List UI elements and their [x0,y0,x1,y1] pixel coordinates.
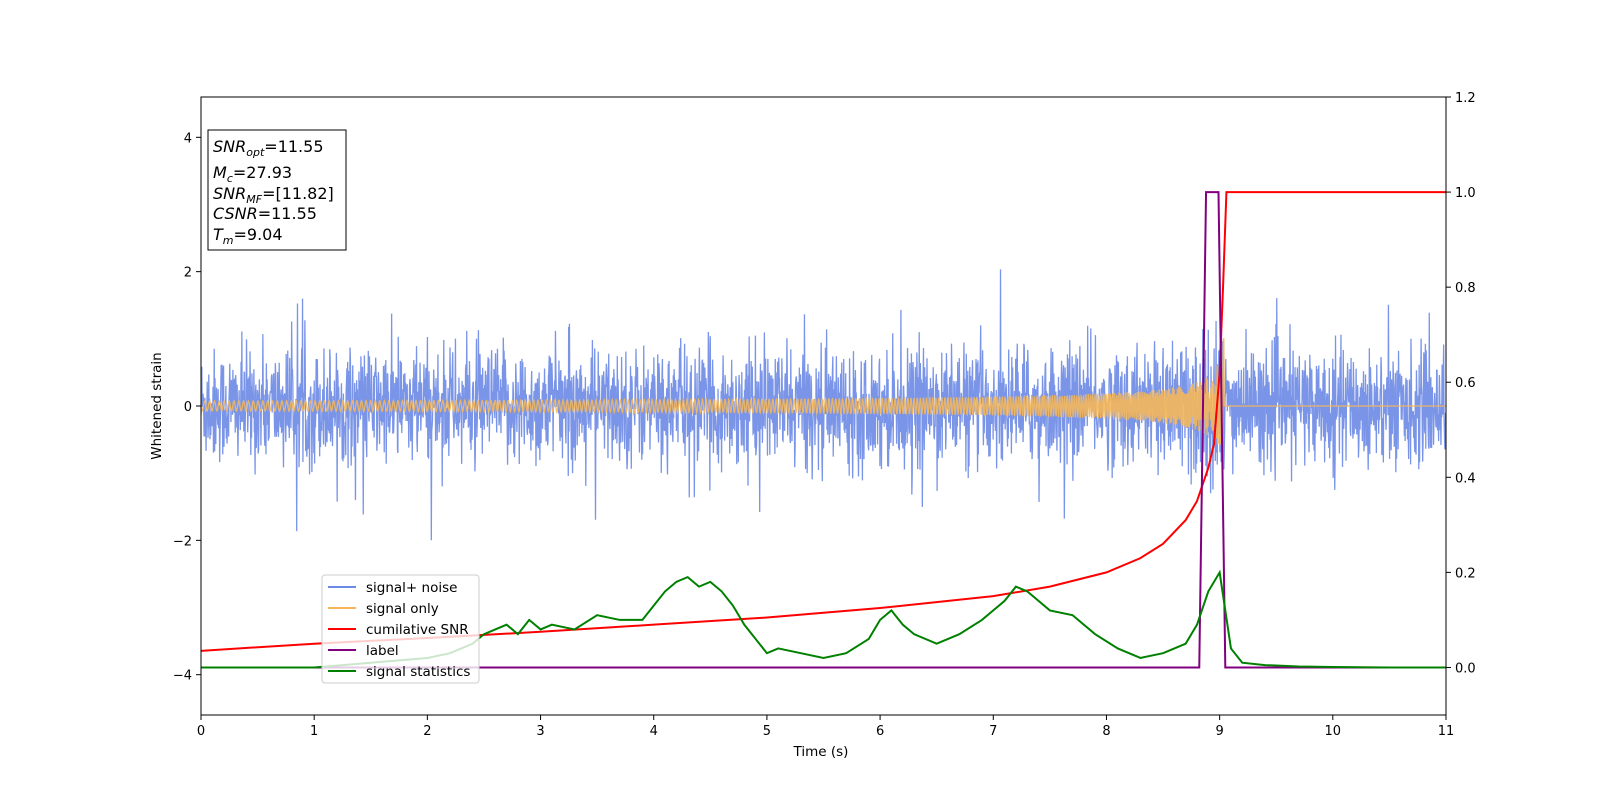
plot-area [201,191,1446,669]
series-signal-statistics [201,569,1446,669]
axes: 0 1 2 3 4 5 6 7 8 9 10 11 −4 −2 0 2 4 0.0 0.2 0.4 0.6 0.8 1.0 1… [173,91,1476,739]
series-signal-only [201,337,1446,458]
info-csnr: CSNR=11.55 [213,204,317,223]
legend-label-signal-statistics: signal statistics [366,664,470,680]
y-tick-label: −2 [173,534,192,549]
y-tick-label: 2 [184,266,192,281]
legend-label-cumulative-snr: cumilative SNR [366,622,469,638]
info-mc: Mc=27.93 [213,163,292,185]
y2-tick-label: 0.6 [1455,376,1476,391]
x-tick-label: 0 [197,724,205,739]
x-tick-label: 9 [1215,724,1223,739]
info-box: SNRopt=11.55 Mc=27.93 SNRMF=[11.82] CSNR… [207,129,347,251]
y-tick-label: 4 [184,131,192,146]
y-tick-label: 0 [184,400,192,415]
legend: signal+ noise signal only cumilative SNR… [321,574,480,684]
x-tick-label: 3 [536,724,544,739]
y2-tick-label: 0.4 [1455,471,1476,486]
y2-tick-label: 1.0 [1455,186,1476,201]
series-cumilative-snr [201,191,1446,652]
y2-tick-label: 0.2 [1455,566,1476,581]
x-tick-label: 4 [650,724,658,739]
x-tick-label: 10 [1325,724,1342,739]
x-tick-label: 2 [423,724,431,739]
x-tick-label: 6 [876,724,884,739]
x-tick-label: 8 [1102,724,1110,739]
y2-tick-label: 1.2 [1455,91,1476,106]
series-signal-noise [201,269,1446,541]
info-snr-opt: SNRopt=11.55 [213,137,324,159]
legend-label-label: label [366,643,399,659]
info-tm: Tm=9.04 [213,225,283,247]
x-tick-label: 5 [763,724,771,739]
y2-tick-label: 0.0 [1455,661,1476,676]
x-tick-label: 1 [310,724,318,739]
x-tick-label: 7 [989,724,997,739]
legend-label-signal-only: signal only [366,601,439,617]
y-axis-label: Whitened strain [149,352,165,459]
info-snr-mf: SNRMF=[11.82] [213,184,334,206]
x-tick-label: 11 [1438,724,1455,739]
series-label [201,191,1446,669]
x-axis-label: Time (s) [793,744,849,760]
legend-label-signal-noise: signal+ noise [366,580,457,596]
y2-tick-label: 0.8 [1455,281,1476,296]
y-tick-label: −4 [173,669,192,684]
